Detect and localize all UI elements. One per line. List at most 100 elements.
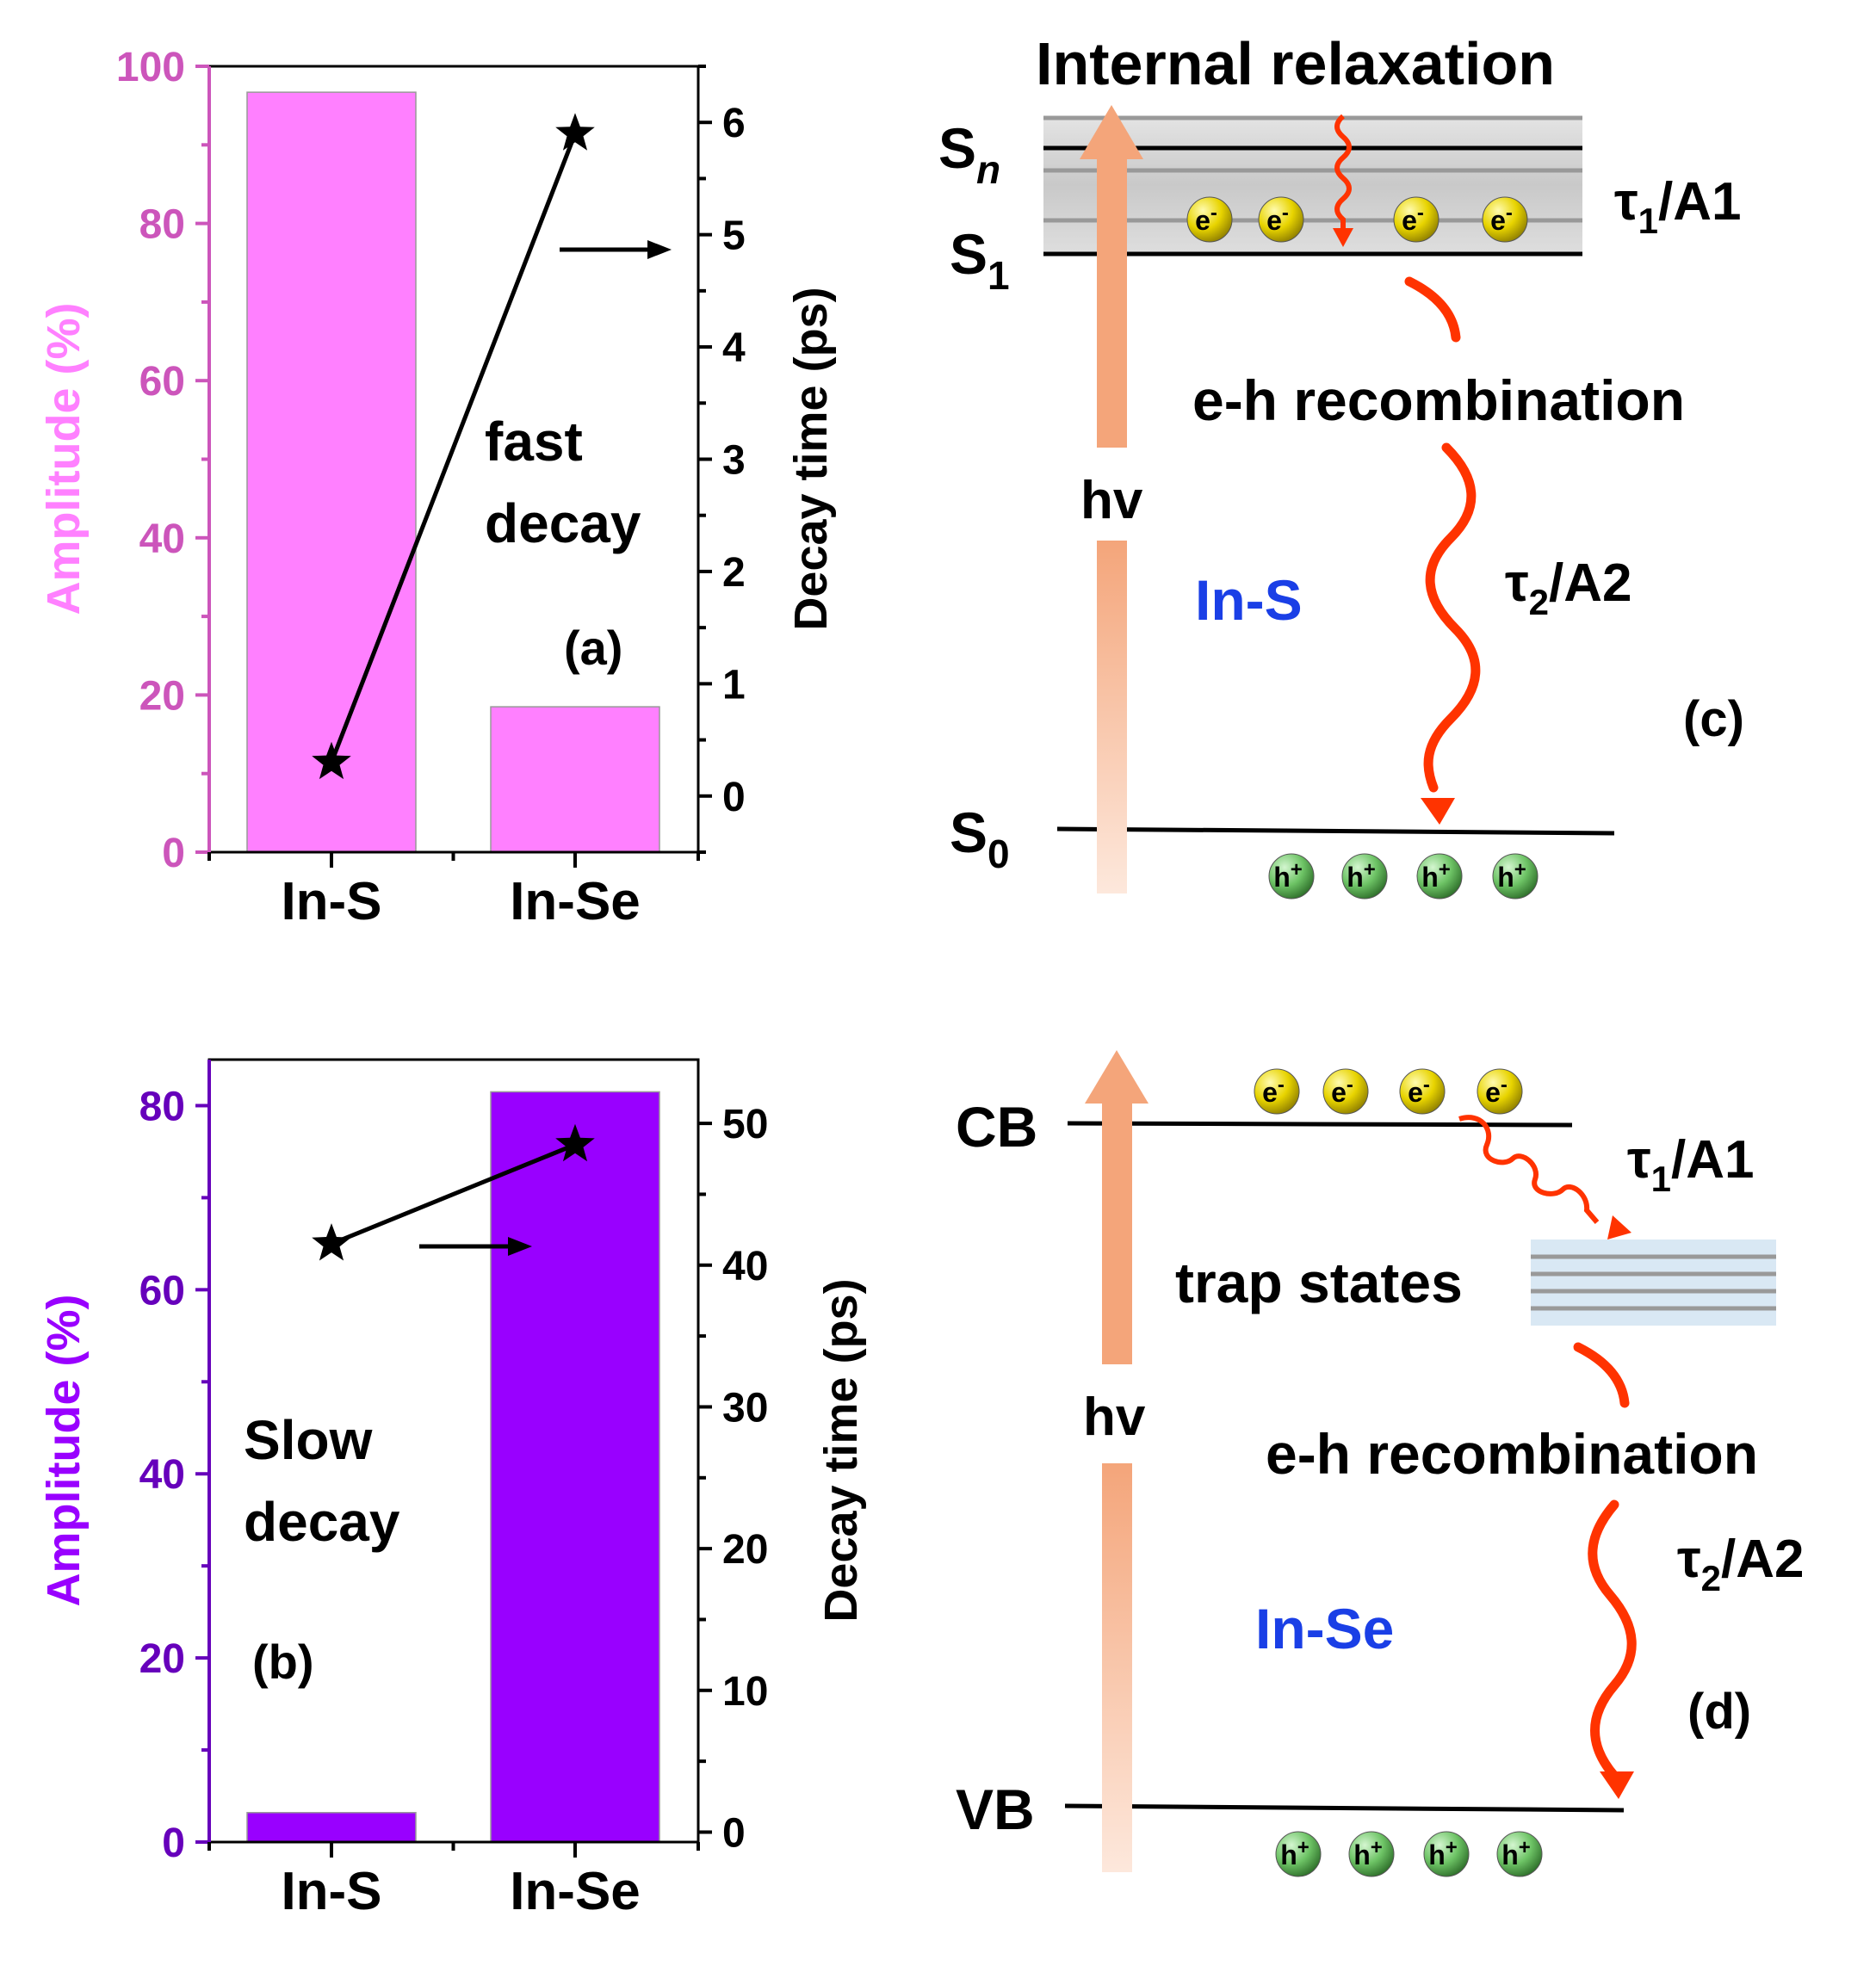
c-hole-1: h+ <box>1268 853 1315 900</box>
a-right-axis-title: Decay time (ps) <box>785 287 837 630</box>
c-hole-2: h+ <box>1341 853 1388 900</box>
b-x-label-in-s: In-S <box>281 1862 381 1921</box>
svg-text:h+: h+ <box>1428 1836 1458 1870</box>
d-recombination-wave <box>1588 1499 1637 1799</box>
a-left-tick-label: 60 <box>139 359 185 405</box>
a-right-tick-label: 1 <box>722 662 746 708</box>
b-right-tick-label: 30 <box>722 1385 768 1431</box>
svg-text:e-: e- <box>1490 201 1513 236</box>
svg-text:e-: e- <box>1485 1073 1508 1108</box>
b-right-tick-label: 20 <box>722 1527 768 1573</box>
panel-d-diagram: CB VB hv e-e-e-e- h+ h+ h+ h+ τ1/A1 trap st… <box>956 1050 1805 1877</box>
a-left-tick-label: 0 <box>162 831 185 876</box>
c-tau1: τ1/A1 <box>1614 172 1742 241</box>
b-left-tick-label: 40 <box>139 1452 185 1498</box>
b-left-tick-label: 80 <box>139 1084 185 1129</box>
a-right-tick-label: 5 <box>722 213 746 259</box>
svg-text:h+: h+ <box>1347 858 1376 893</box>
d-trap-states <box>1531 1240 1776 1326</box>
a-right-tick-label: 0 <box>722 775 746 820</box>
c-recombination-wave <box>1421 442 1481 825</box>
panel-b-chart: 0 20 40 60 80 0 10 20 30 40 50 In-S In-Se Amplitude … <box>38 1058 867 1921</box>
c-transfer-curve <box>1404 276 1461 343</box>
c-electron-1: e- <box>1186 196 1233 243</box>
a-panel-label: (a) <box>564 621 622 675</box>
c-excitation-arrow <box>1080 105 1143 893</box>
b-decay-time-line <box>331 1142 576 1246</box>
svg-text:e-: e- <box>1262 1073 1285 1108</box>
d-level-vb <box>1064 1803 1625 1813</box>
a-right-axis-arrow <box>560 240 672 259</box>
d-label-vb: VB <box>956 1777 1035 1841</box>
svg-text:h+: h+ <box>1501 1836 1531 1870</box>
d-hole-2: h+ <box>1348 1831 1395 1877</box>
b-panel-label: (b) <box>252 1635 314 1689</box>
c-label-sn: Sn <box>938 116 1000 192</box>
a-left-tick-label: 80 <box>139 202 185 248</box>
d-electron-4: e- <box>1477 1068 1523 1115</box>
a-right-tick-label: 6 <box>722 101 746 146</box>
d-electron-1: e- <box>1254 1068 1300 1115</box>
b-bar-in-s <box>246 1812 417 1843</box>
a-decay-time-point-in-se <box>555 113 595 151</box>
b-decay-time-point-in-se <box>555 1123 595 1162</box>
d-recombination-label: e-h recombination <box>1266 1422 1758 1486</box>
b-decay-time-point-in-s <box>312 1223 351 1261</box>
c-electron-2: e- <box>1258 196 1304 243</box>
b-right-tick-label: 40 <box>722 1244 768 1289</box>
d-hole-1: h+ <box>1275 1831 1322 1877</box>
a-bar-in-se <box>490 706 660 853</box>
a-left-tick-label: 20 <box>139 673 185 719</box>
a-right-tick-label: 3 <box>722 438 746 484</box>
svg-text:e-: e- <box>1408 1073 1430 1108</box>
a-annotation-decay: decay <box>485 492 641 554</box>
d-electron-3: e- <box>1399 1068 1446 1115</box>
d-hv-label: hv <box>1083 1388 1146 1447</box>
svg-text:h+: h+ <box>1353 1836 1383 1870</box>
a-right-tick-label: 4 <box>722 325 746 371</box>
svg-text:h+: h+ <box>1280 1836 1309 1870</box>
svg-text:h+: h+ <box>1421 858 1451 893</box>
svg-text:h+: h+ <box>1497 858 1526 893</box>
a-left-tick-label: 40 <box>139 516 185 562</box>
c-title: Internal relaxation <box>1036 30 1555 97</box>
panel-c-diagram: Internal relaxation Sn S1 S0 hv e-e-e-e-… <box>938 30 1744 900</box>
c-hole-3: h+ <box>1416 853 1463 900</box>
c-label-s0: S0 <box>950 801 1010 876</box>
c-electron-4: e- <box>1482 196 1528 243</box>
d-material-label: In-Se <box>1255 1597 1394 1660</box>
c-electron-3: e- <box>1393 196 1440 243</box>
a-decay-time-line <box>329 133 578 764</box>
c-relaxation-wave <box>1333 114 1353 247</box>
a-decay-time-point-in-s <box>312 741 351 780</box>
d-transfer-curve <box>1573 1342 1630 1408</box>
b-left-tick-label: 0 <box>162 1821 185 1866</box>
d-trap-wave <box>1458 1115 1631 1240</box>
b-annotation-decay: decay <box>244 1491 400 1553</box>
b-bar-in-se <box>490 1091 660 1843</box>
b-right-tick-label: 10 <box>722 1669 768 1715</box>
d-electron-2: e- <box>1322 1068 1369 1115</box>
c-panel-label: (c) <box>1683 691 1744 747</box>
svg-text:e-: e- <box>1331 1073 1353 1108</box>
a-annotation-fast: fast <box>485 411 583 473</box>
a-right-tick-label: 2 <box>722 550 746 596</box>
a-x-label-in-se: In-Se <box>510 872 641 931</box>
d-hole-3: h+ <box>1423 1831 1470 1877</box>
d-hole-4: h+ <box>1496 1831 1543 1877</box>
b-right-axis-title: Decay time (ps) <box>815 1278 867 1622</box>
panel-a-chart: 0 20 40 60 80 100 0 1 2 3 4 5 6 In-S In-Se Amplitude (… <box>38 45 837 931</box>
d-tau1: τ1/A1 <box>1627 1130 1755 1199</box>
svg-text:e-: e- <box>1266 201 1289 236</box>
c-recombination-label: e-h recombination <box>1192 368 1685 432</box>
d-trap-label: trap states <box>1175 1251 1463 1314</box>
b-left-axis-title: Amplitude (%) <box>38 1295 90 1607</box>
c-level-s0 <box>1056 826 1615 836</box>
svg-text:e-: e- <box>1195 201 1217 236</box>
c-label-s1: S1 <box>950 222 1010 298</box>
b-right-tick-label: 50 <box>722 1102 768 1147</box>
c-hv-label: hv <box>1080 471 1143 530</box>
c-material-label: In-S <box>1195 568 1303 632</box>
a-left-tick-label: 100 <box>116 45 185 90</box>
